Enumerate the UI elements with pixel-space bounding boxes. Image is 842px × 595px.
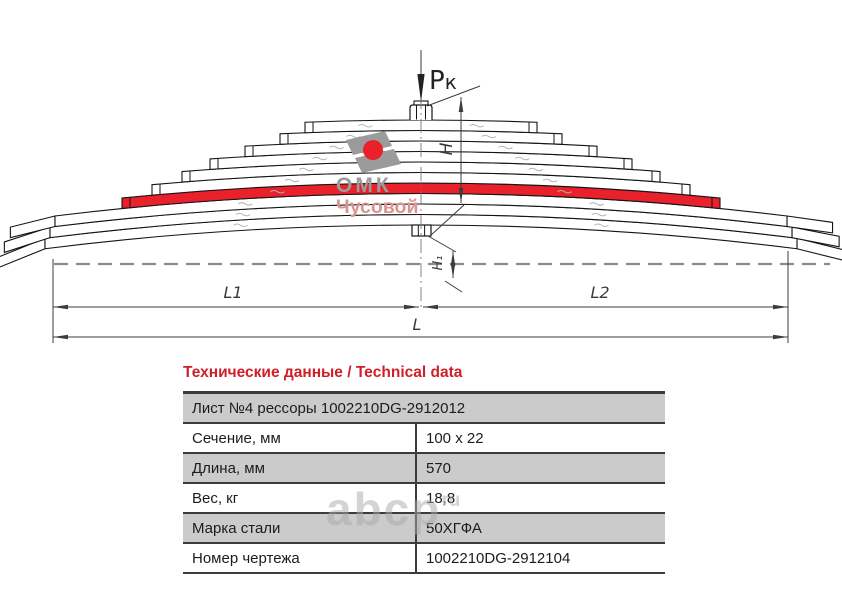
surface-mark	[235, 212, 251, 217]
dim-label-h1: H₁	[431, 256, 446, 271]
surface-mark	[498, 145, 513, 150]
table-row: Сечение, мм 100 x 22	[183, 424, 665, 454]
dim-line	[429, 204, 465, 237]
table-row: Номер чертежа 1002210DG-2912104	[183, 544, 665, 574]
dim-arrow	[773, 304, 788, 310]
table-header-row: Лист №4 рессоры 1002210DG-2912012	[183, 394, 665, 424]
surface-mark	[358, 124, 373, 128]
dim-arrow	[450, 263, 456, 278]
omk-logo-line2: Чусовой	[336, 196, 418, 218]
surface-mark	[469, 124, 484, 128]
omk-logo-line1: ОМК	[336, 174, 392, 197]
dim-label-l: L	[413, 315, 422, 334]
table-row: Вес, кг 18,8	[183, 484, 665, 514]
row-value: 100 x 22	[415, 424, 665, 452]
logo-flag-lower	[355, 149, 401, 173]
dim-arrow	[53, 334, 68, 340]
surface-mark	[270, 189, 285, 194]
dimension-labels: Рк H H₁ L1 L2 L	[223, 66, 609, 334]
surface-mark	[542, 178, 558, 183]
surface-mark	[591, 212, 607, 217]
leaf-spring-drawing: ОМК Чусовой Рк H H₁ L1 L2 L	[0, 50, 842, 343]
row-value: 570	[415, 454, 665, 482]
dim-arrow	[53, 304, 68, 310]
row-value: 50ХГФА	[415, 514, 665, 542]
row-label: Номер чертежа	[192, 549, 300, 567]
surface-mark	[233, 223, 248, 227]
table-title: Технические данные / Technical data	[183, 364, 463, 381]
table-header-text: Лист №4 рессоры 1002210DG-2912012	[192, 399, 466, 417]
surface-mark	[528, 167, 544, 172]
dim-label-l1: L1	[223, 283, 242, 302]
row-label: Длина, мм	[192, 459, 265, 477]
dim-arrow	[450, 251, 456, 266]
dim-line	[444, 280, 463, 293]
surface-mark	[284, 178, 300, 183]
dim-arrow	[404, 304, 419, 310]
omk-logo-icon	[346, 131, 401, 173]
table-row: Марка стали 50ХГФА	[183, 514, 665, 544]
dim-arrow	[458, 97, 464, 112]
dim-label-l2: L2	[590, 283, 609, 302]
surface-mark	[238, 202, 253, 206]
row-label: Марка стали	[192, 519, 281, 537]
surface-mark	[329, 145, 344, 150]
surface-mark	[557, 189, 572, 194]
bolt-nut	[411, 224, 432, 237]
dim-arrow	[773, 334, 788, 340]
force-arrow	[417, 74, 425, 102]
omk-logo-text: ОМК Чусовой	[336, 174, 418, 218]
surface-mark	[298, 167, 314, 172]
technical-data-table: Лист №4 рессоры 1002210DG-2912012 Сечени…	[183, 391, 665, 574]
dim-label-h: H	[437, 142, 457, 155]
row-label: Вес, кг	[192, 489, 239, 507]
row-value: 1002210DG-2912104	[415, 544, 665, 572]
surface-mark	[514, 156, 530, 161]
dim-line	[427, 235, 457, 253]
surface-mark	[589, 202, 604, 206]
force-label: Рк	[429, 66, 457, 96]
dim-arrow	[458, 188, 464, 203]
table-row: Длина, мм 570	[183, 454, 665, 484]
leaf-spring-stack	[0, 119, 842, 268]
dimension-lines	[52, 50, 789, 343]
surface-mark	[594, 223, 609, 227]
row-value: 18,8	[415, 484, 665, 512]
row-label: Сечение, мм	[192, 429, 281, 447]
dim-arrow	[423, 304, 438, 310]
logo-red-dot	[363, 140, 383, 160]
surface-mark	[481, 134, 496, 139]
dim-line	[426, 85, 481, 107]
surface-mark	[312, 156, 328, 161]
